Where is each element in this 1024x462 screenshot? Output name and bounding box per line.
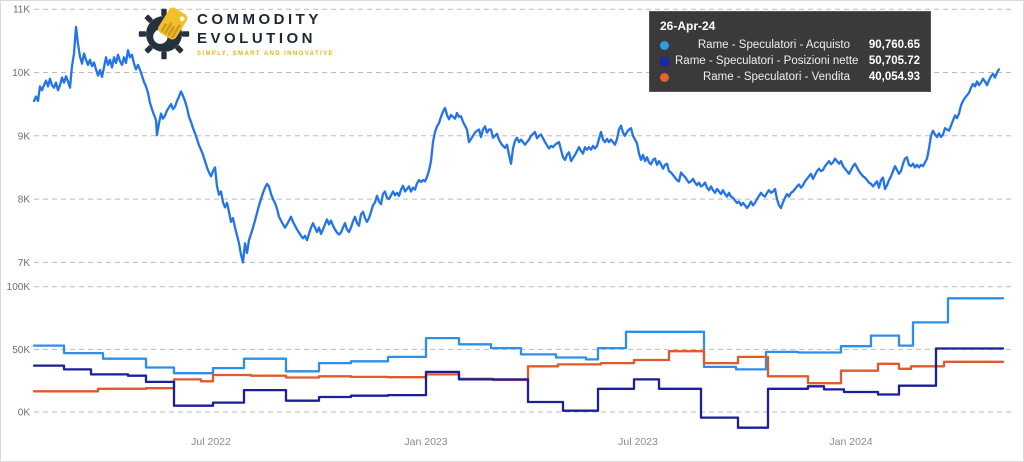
logo-text: COMMODITY EVOLUTION SIMPLY, SMART AND IN… (197, 11, 334, 57)
tooltip-date: 26-Apr-24 (660, 19, 716, 33)
x-axis-tick-label: Jul 2022 (191, 436, 231, 448)
logo-line-2: EVOLUTION (197, 30, 317, 47)
y-axis-tick-label: 100K (7, 282, 31, 293)
tooltip-value: 90,760.65 (868, 39, 920, 51)
logo: COMMODITY EVOLUTION SIMPLY, SMART AND IN… (137, 7, 334, 61)
tooltip-row-vendita[interactable]: Rame - Speculatori - Vendita 40,054.93 (660, 71, 920, 83)
y-axis-tick-label: 7K (18, 258, 31, 269)
y-axis-tick-label: 11K (13, 5, 30, 16)
posizioni-nette-marker-icon (660, 56, 669, 66)
vendita-marker-icon (660, 72, 669, 82)
y-axis-tick-label: 9K (18, 131, 31, 142)
vendita-line[interactable] (32, 350, 1005, 393)
y-axis-tick-label: 0K (18, 408, 31, 419)
tooltip-label: Rame - Speculatori - Vendita (702, 71, 850, 83)
x-axis-tick-label: Jul 2023 (618, 436, 658, 448)
logo-line-1: COMMODITY (197, 11, 322, 29)
y-axis-tick-label: 8K (18, 195, 31, 206)
chart-tooltip: 26-Apr-24 Rame - Speculatori - Acquisto … (649, 11, 931, 92)
tooltip-value: 40,054.93 (868, 71, 920, 83)
tooltip-label: Rame - Speculatori - Acquisto (697, 39, 850, 51)
acquisto-line[interactable] (32, 297, 1005, 375)
nette-line[interactable] (32, 347, 1005, 429)
y-axis-tick-label: 50K (12, 345, 30, 356)
tooltip-row-posizioni-nette[interactable]: Rame - Speculatori - Posizioni nette 50,… (660, 55, 920, 67)
logo-gear-icon (138, 7, 190, 60)
price-line[interactable] (32, 25, 1001, 264)
tooltip-row-acquisto[interactable]: Rame - Speculatori - Acquisto 90,760.65 (660, 39, 920, 51)
logo-tagline: SIMPLY, SMART AND INNOVATIVE (197, 50, 334, 57)
x-axis-tick-label: Jan 2023 (404, 436, 447, 448)
tooltip-label: Rame - Speculatori - Posizioni nette (675, 55, 859, 67)
x-axis-tick-label: Jan 2024 (829, 436, 872, 448)
acquisto-marker-icon (660, 40, 669, 50)
tooltip-value: 50,705.72 (868, 55, 920, 67)
y-axis-tick-label: 10K (12, 68, 30, 79)
